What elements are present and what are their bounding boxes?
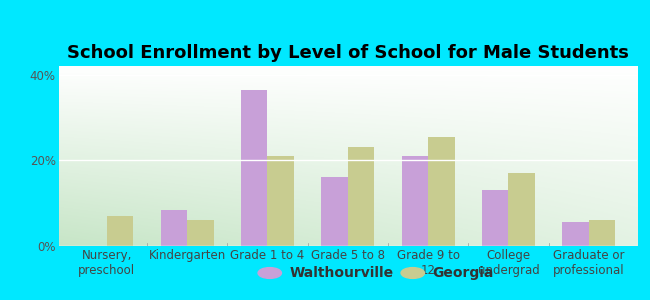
- Bar: [107, 216, 133, 246]
- Bar: [428, 137, 454, 246]
- Bar: [321, 177, 348, 246]
- Text: Walthourville: Walthourville: [289, 266, 393, 280]
- Bar: [241, 90, 267, 246]
- Bar: [267, 156, 294, 246]
- Bar: [187, 220, 214, 246]
- Bar: [348, 147, 374, 246]
- Bar: [482, 190, 508, 246]
- Bar: [161, 210, 187, 246]
- Bar: [562, 222, 589, 246]
- Bar: [402, 156, 428, 246]
- Text: Georgia: Georgia: [432, 266, 493, 280]
- Bar: [508, 173, 535, 246]
- Title: School Enrollment by Level of School for Male Students: School Enrollment by Level of School for…: [67, 44, 629, 62]
- Bar: [589, 220, 616, 246]
